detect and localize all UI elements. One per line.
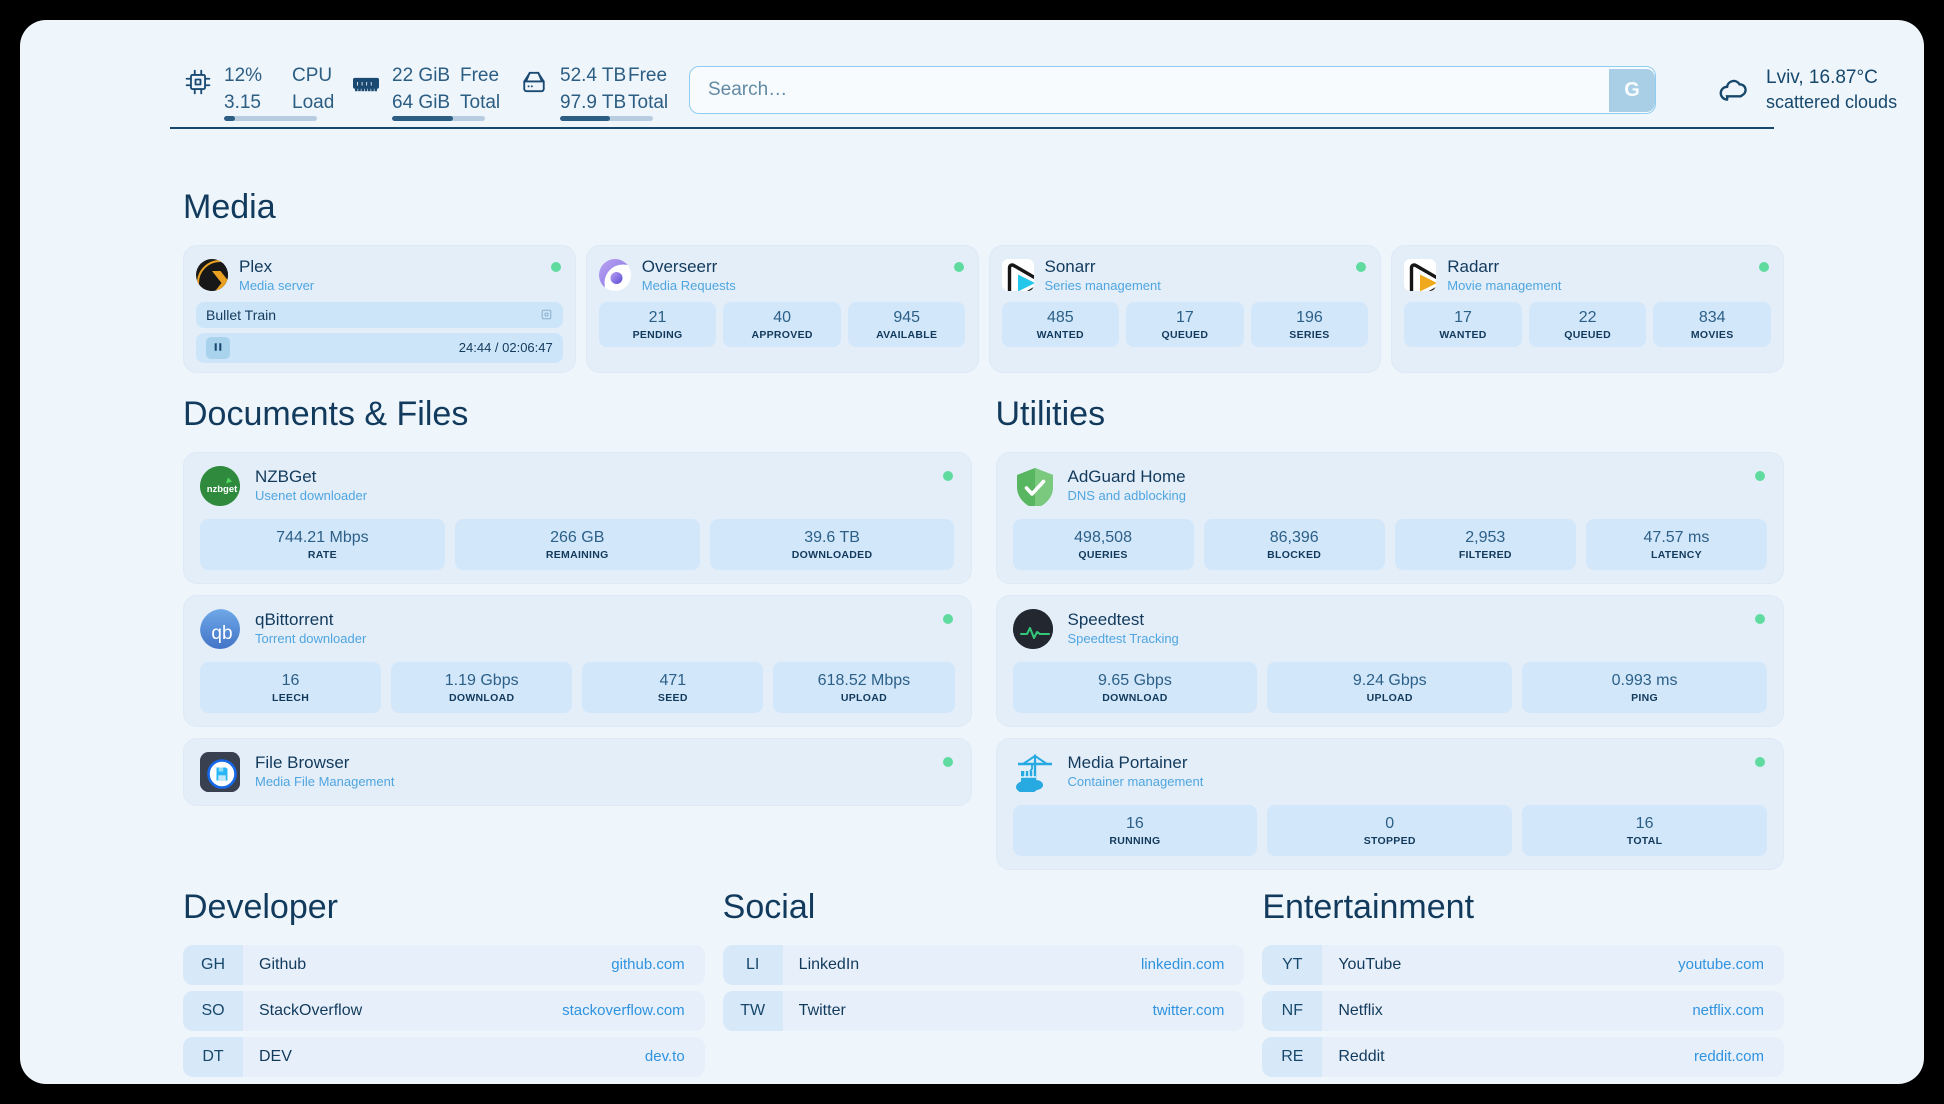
svg-text:nzbget: nzbget [207, 484, 238, 495]
svg-text:qb: qb [211, 623, 232, 644]
